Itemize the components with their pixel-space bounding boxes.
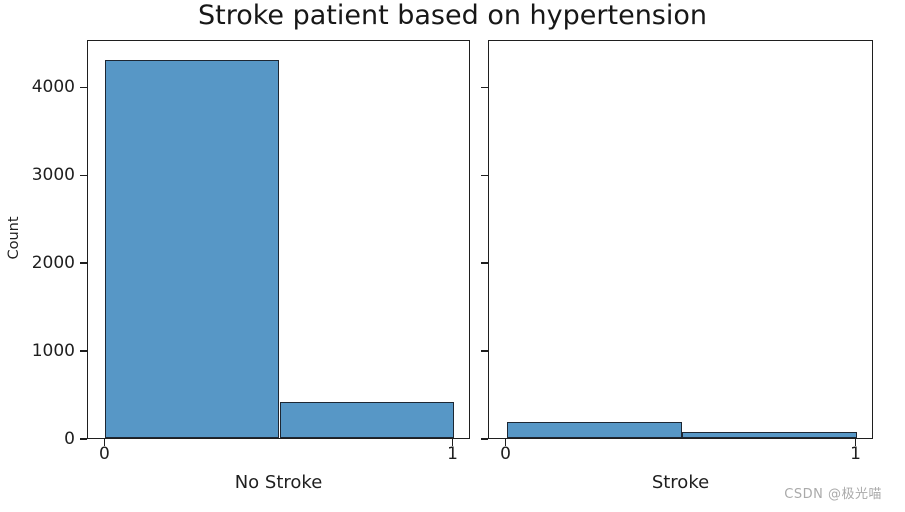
watermark: CSDN @极光喵 xyxy=(784,487,882,502)
x-tick-label: 0 xyxy=(500,444,511,464)
bar-no-stroke-hypertension-0 xyxy=(105,60,280,438)
y-tick-mark xyxy=(80,86,87,89)
subplot-stroke xyxy=(488,40,873,439)
y-tick-mark xyxy=(481,438,488,440)
y-tick-mark xyxy=(80,438,87,440)
subplot-no-stroke xyxy=(87,40,470,439)
chart-title: Stroke patient based on hypertension xyxy=(197,0,708,31)
bar-stroke-hypertension-1 xyxy=(681,432,857,438)
x-tick-mark xyxy=(451,439,454,446)
y-tick-mark xyxy=(481,262,488,264)
y-tick-mark xyxy=(481,350,488,352)
x-axis-label-stroke: Stroke xyxy=(651,472,710,493)
y-tick-label: 4000 xyxy=(31,76,75,97)
y-tick-mark xyxy=(80,350,87,352)
y-tick-label: 2000 xyxy=(31,252,75,273)
y-tick-label: 3000 xyxy=(31,164,75,185)
x-tick-label: 1 xyxy=(447,444,458,464)
x-tick-label: 1 xyxy=(850,444,861,464)
x-tick-mark xyxy=(103,439,106,446)
x-tick-mark xyxy=(504,439,507,446)
y-tick-mark xyxy=(481,86,488,89)
bar-stroke-hypertension-0 xyxy=(506,422,682,438)
bar-no-stroke-hypertension-1 xyxy=(279,402,454,438)
y-axis-label: Count xyxy=(6,216,22,260)
y-tick-mark xyxy=(80,262,87,264)
x-tick-label: 0 xyxy=(98,444,110,464)
y-tick-label: 0 xyxy=(64,428,75,449)
x-axis-label-no-stroke: No Stroke xyxy=(234,472,323,493)
y-tick-mark xyxy=(80,174,87,177)
y-tick-mark xyxy=(481,174,488,177)
y-tick-label: 1000 xyxy=(31,340,75,361)
x-tick-mark xyxy=(854,439,857,446)
